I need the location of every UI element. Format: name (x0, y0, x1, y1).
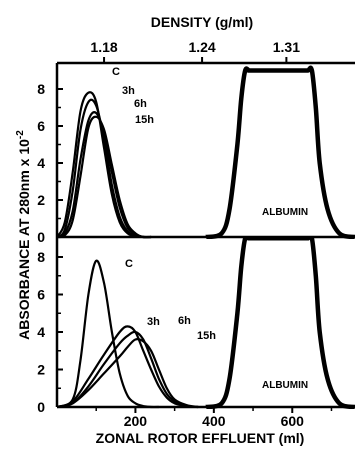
x-tick-label-1: 400 (202, 413, 226, 429)
curve-label-1-3h: 3h (147, 316, 160, 328)
y-tick-label-1-1: 2 (37, 362, 45, 378)
x-axis-title: ZONAL ROTOR EFFLUENT (ml) (96, 430, 305, 446)
curve-label-0-6h: 6h (134, 98, 147, 110)
curve-label-1-c: C (125, 258, 133, 270)
y-tick-label-1-2: 4 (37, 324, 45, 340)
series-line-1-15h (57, 338, 199, 409)
density-tick-label-1: 1.24 (188, 39, 215, 55)
y-tick-label-1-4: 8 (37, 249, 45, 265)
series-line-1-c (57, 259, 159, 409)
series-line-0-15h (57, 115, 152, 239)
effluent-axis: 200 400 600 (95, 407, 333, 429)
density-axis: 1.18 1.24 1.31 (57, 39, 355, 65)
y-tick-label-0-3: 6 (37, 118, 45, 134)
curve-label-0-15h: 15h (135, 114, 154, 126)
y-axis-title: ABSORBANCE AT 280nm x 10-2 (15, 130, 32, 340)
series-line-0-albumin (205, 65, 355, 239)
curve-label-0-c: C (112, 66, 120, 78)
curve-label-1-15h: 15h (197, 330, 216, 342)
density-tick-label-0: 1.18 (90, 39, 117, 55)
albumin-label-1: ALBUMIN (262, 380, 308, 391)
albumin-label-0: ALBUMIN (262, 207, 308, 218)
curve-label-1-6h: 6h (178, 315, 191, 327)
density-tick-label-2: 1.31 (273, 39, 300, 55)
top-axis-title: DENSITY (g/ml) (151, 14, 253, 30)
y-tick-label-1-0: 0 (37, 399, 45, 415)
y-tick-label-0-4: 8 (37, 81, 45, 97)
panel-bottom: 0 2 4 6 8 C 3h 6h 15h ALBUMIN (37, 237, 355, 415)
y-tick-label-1-3: 6 (37, 287, 45, 303)
series-line-1-albumin (205, 237, 355, 409)
y-tick-label-0-1: 2 (37, 192, 45, 208)
y-tick-label-0-2: 4 (37, 155, 45, 171)
curve-label-0-3h: 3h (122, 85, 135, 97)
series-line-1-6h (57, 330, 199, 409)
series-group-1 (57, 237, 355, 409)
x-tick-label-2: 600 (281, 413, 305, 429)
series-group-0 (57, 65, 355, 239)
x-tick-label-0: 200 (124, 413, 148, 429)
series-line-1-3h (57, 325, 199, 409)
y-tick-label-0-0: 0 (37, 229, 45, 245)
